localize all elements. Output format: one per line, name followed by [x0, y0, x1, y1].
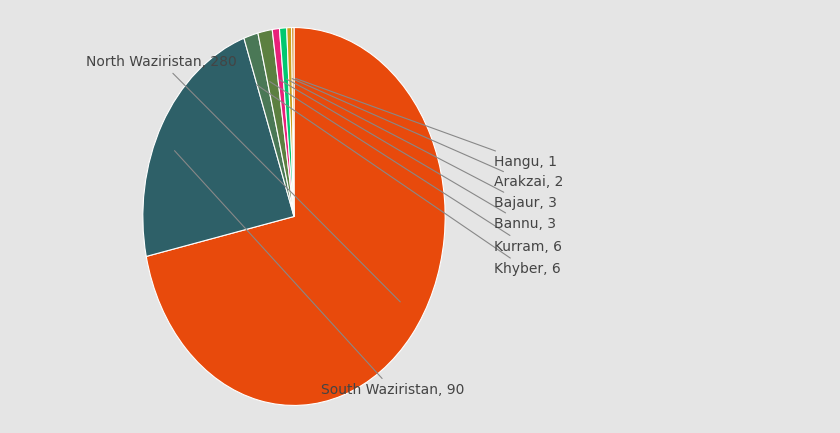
Text: Bajaur, 3: Bajaur, 3 — [286, 79, 556, 210]
Wedge shape — [244, 33, 294, 216]
Text: North Waziristan, 280: North Waziristan, 280 — [86, 55, 401, 302]
Text: Hangu, 1: Hangu, 1 — [296, 78, 557, 169]
Text: Khyber, 6: Khyber, 6 — [257, 85, 560, 276]
Wedge shape — [286, 28, 294, 216]
Wedge shape — [258, 29, 294, 216]
Text: Bannu, 3: Bannu, 3 — [280, 80, 555, 231]
Wedge shape — [280, 28, 294, 216]
Wedge shape — [272, 29, 294, 216]
Wedge shape — [291, 28, 294, 216]
Text: Kurram, 6: Kurram, 6 — [270, 81, 561, 254]
Text: Arakzai, 2: Arakzai, 2 — [292, 79, 563, 190]
Wedge shape — [143, 38, 294, 256]
Wedge shape — [146, 28, 445, 405]
Text: South Waziristan, 90: South Waziristan, 90 — [175, 151, 465, 397]
